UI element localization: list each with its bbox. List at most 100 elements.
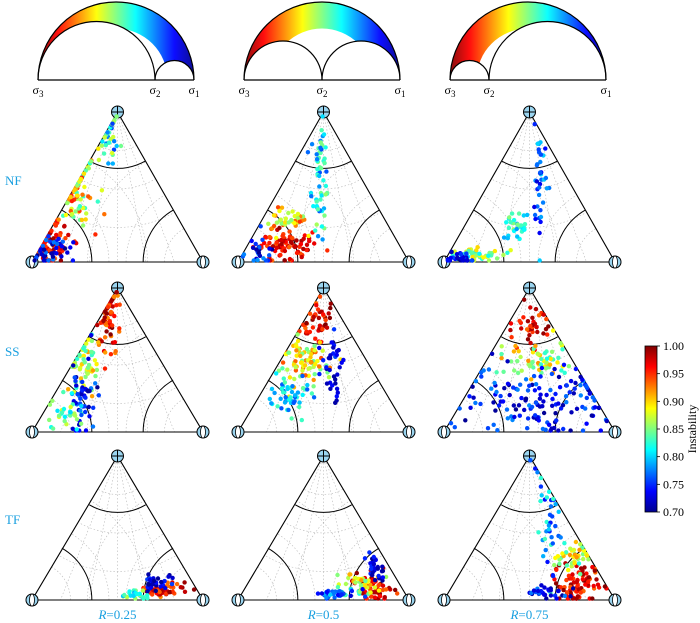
data-point — [85, 389, 91, 394]
data-point — [470, 384, 475, 389]
data-point — [550, 514, 555, 519]
grid-arc — [499, 161, 558, 263]
data-point — [491, 400, 496, 405]
data-point — [295, 211, 301, 217]
data-point — [108, 352, 114, 357]
data-point — [590, 395, 595, 400]
data-point — [314, 199, 319, 204]
data-point — [102, 366, 108, 371]
corner-top-icon — [523, 105, 536, 119]
data-point — [536, 147, 541, 152]
data-point — [541, 312, 546, 317]
data-point — [561, 587, 566, 593]
boundary-arc-top — [89, 504, 146, 513]
boundary-arc-right — [142, 547, 174, 601]
data-point — [376, 588, 382, 593]
grid-arc — [295, 499, 354, 601]
data-point — [548, 356, 553, 361]
data-point — [543, 547, 548, 553]
grid-ray — [266, 455, 324, 601]
data-point — [312, 372, 317, 377]
grid-arc — [499, 331, 558, 433]
data-point — [473, 379, 479, 384]
data-point — [267, 253, 272, 258]
data-point — [536, 530, 541, 535]
data-point — [72, 375, 77, 380]
data-point — [538, 170, 543, 175]
data-point — [527, 364, 533, 369]
data-point — [295, 332, 300, 337]
data-point — [570, 586, 576, 591]
grid-ray — [60, 111, 118, 263]
data-point — [326, 311, 331, 316]
data-point — [538, 214, 544, 220]
data-point — [290, 235, 295, 241]
data-point — [82, 184, 87, 190]
data-point — [46, 234, 51, 239]
data-point — [167, 590, 172, 595]
corner-top-icon — [111, 105, 124, 119]
data-point — [592, 405, 598, 410]
data-point — [541, 410, 547, 416]
grid-arc — [370, 398, 390, 433]
grid-ray — [529, 455, 587, 601]
data-point — [318, 150, 323, 156]
data-point — [56, 236, 61, 241]
grid-arc — [78, 178, 157, 190]
data-point — [481, 368, 486, 373]
ternary-triangle — [237, 454, 410, 601]
data-point — [86, 404, 92, 410]
data-point — [529, 377, 534, 382]
data-point — [568, 546, 573, 551]
data-point — [281, 376, 286, 381]
data-point — [553, 502, 558, 507]
data-point — [380, 568, 386, 574]
data-point — [324, 595, 329, 600]
data-point — [79, 392, 84, 397]
data-point — [377, 582, 382, 587]
data-point — [140, 588, 146, 593]
data-point — [348, 572, 353, 577]
boundary-arc-right — [142, 209, 174, 263]
data-point — [283, 220, 288, 225]
panel-labels: NF SS TF R=0.25 R=0.5 R=0.75 — [5, 173, 549, 622]
boundary-arc-right — [348, 209, 380, 263]
data-point — [548, 588, 553, 593]
data-point — [550, 328, 556, 333]
data-point — [533, 382, 539, 387]
data-point — [280, 366, 285, 371]
data-point — [122, 592, 127, 598]
data-point — [287, 375, 293, 380]
data-point — [535, 162, 540, 167]
data-point — [583, 582, 588, 587]
data-point — [511, 403, 516, 408]
data-point — [104, 329, 109, 334]
data-point — [574, 579, 579, 585]
data-point — [326, 375, 332, 380]
grid-ray — [323, 287, 353, 433]
data-point — [556, 428, 561, 433]
data-point — [283, 395, 288, 400]
data-point — [349, 588, 355, 594]
data-point — [511, 349, 517, 354]
data-point — [584, 571, 589, 576]
data-point — [459, 252, 464, 257]
data-point — [267, 234, 272, 240]
data-point — [546, 489, 552, 494]
sigma-label: σ1 — [601, 83, 612, 99]
data-point — [550, 541, 555, 546]
data-point — [320, 348, 325, 353]
mohr-outer-circle — [37, 1, 195, 81]
data-point — [75, 356, 80, 361]
data-point — [82, 404, 87, 409]
data-point — [504, 407, 510, 412]
beachball-lens — [406, 425, 412, 439]
data-point — [578, 393, 583, 398]
data-point — [250, 245, 256, 250]
data-point — [267, 396, 272, 402]
data-point — [557, 561, 562, 567]
data-point — [150, 592, 155, 597]
data-point — [115, 293, 120, 298]
data-point — [78, 421, 84, 426]
data-point — [70, 426, 76, 431]
